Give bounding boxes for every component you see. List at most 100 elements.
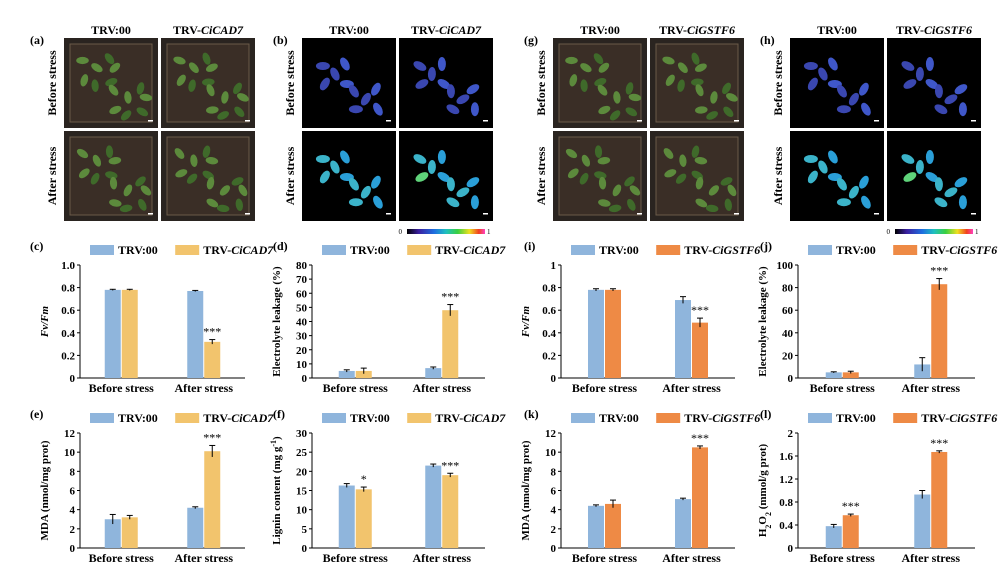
leaf-shape — [608, 204, 622, 213]
leaf-shape — [569, 74, 578, 87]
leaf-shape — [136, 107, 149, 117]
leaf-shape — [597, 157, 611, 165]
leaf-fluorescence — [330, 160, 340, 174]
y-tick-label: 25 — [296, 447, 308, 459]
leaf-shape — [105, 78, 118, 87]
significance-mark: * — [361, 472, 367, 486]
legend-swatch — [808, 245, 832, 255]
leaf-shape — [597, 84, 608, 96]
x-tick-label: Before stress — [810, 381, 876, 395]
leaf-shape — [665, 74, 675, 86]
leaf-shape — [612, 184, 622, 197]
leaf-fluorescence — [836, 177, 847, 191]
x-tick-label: After stress — [174, 551, 233, 565]
leaf-shape — [679, 154, 687, 167]
leaf-shape — [186, 173, 198, 184]
leaf-shape — [723, 106, 734, 118]
y-axis-label: Fv/Fm — [520, 305, 532, 338]
y-tick-label: 4 — [70, 505, 76, 517]
leaf-fluorescence — [818, 67, 828, 81]
y-tick-label: 0 — [70, 373, 76, 385]
legend-label: TRV-CiCAD7 — [203, 243, 274, 257]
leaf-shape — [705, 204, 719, 213]
scale-bar — [874, 120, 879, 122]
bar — [355, 489, 372, 548]
leaf-shape — [76, 148, 89, 159]
y-tick-label: 2 — [551, 524, 557, 536]
leaf-shape — [627, 198, 636, 211]
chart-e: (e) TRV:00 TRV-CiCAD7 0 2 4 6 8 10 12 MDA (nmol/mg… — [30, 407, 274, 565]
leaf-fluorescence — [818, 160, 828, 174]
panel-letter: (a) — [30, 33, 44, 47]
leaf-fluorescence — [901, 154, 915, 164]
panel-letter: (f) — [273, 407, 285, 421]
legend-label: TRV:00 — [599, 411, 639, 425]
y-tick-label: 50 — [296, 302, 308, 314]
chart-l: (l) TRV:00 TRV-CiGSTF6 0 0.4 0.8 1.2 1.6 2 H2O2 (… — [757, 407, 997, 565]
leaf-fluorescence — [859, 175, 869, 189]
leaf-shape — [706, 111, 718, 120]
scale-bar — [874, 213, 879, 215]
leaf-fluorescence — [848, 92, 859, 106]
leaf-shape — [691, 52, 700, 65]
leaf-shape — [119, 204, 133, 213]
leaf-fluorescence — [360, 92, 371, 106]
y-tick-label: 20 — [296, 466, 308, 478]
row-label: Before stress — [45, 50, 59, 116]
leaf-shape — [580, 79, 588, 92]
legend-label: TRV-CiGSTF6 — [684, 411, 760, 425]
plant-image — [64, 131, 158, 221]
scale-bar — [148, 213, 153, 215]
leaf-shape — [581, 154, 591, 167]
panel-letter: (g) — [524, 33, 538, 47]
leaf-fluorescence — [427, 67, 436, 81]
bar — [675, 499, 691, 548]
leaf-shape — [108, 157, 122, 165]
significance-mark: *** — [691, 431, 709, 445]
leaf-shape — [565, 56, 578, 65]
leaf-fluorescence — [803, 62, 818, 70]
x-tick-label: After stress — [662, 381, 721, 395]
column-header: TRV:00 — [817, 23, 857, 37]
bar — [338, 485, 355, 548]
y-tick-label: 15 — [296, 486, 308, 498]
x-tick-label: Before stress — [323, 381, 389, 395]
chart-c: (c) TRV:00 TRV-CiCAD7 0 0.2 0.4 0.6 0.8 1.0 Fv/Fm… — [30, 239, 274, 395]
legend-swatch — [656, 413, 681, 423]
leaf-fluorescence — [456, 187, 470, 198]
photo-panel-a: (a) TRV:00 TRV-CiCAD7 Before stress After st… — [30, 23, 255, 221]
scale-bar — [386, 213, 391, 215]
leaf-shape — [234, 106, 245, 118]
leaf-fluorescence — [371, 175, 381, 189]
bar — [104, 519, 121, 548]
leaf-shape — [598, 199, 611, 207]
row-label: After stress — [45, 146, 59, 205]
plant-image — [399, 131, 493, 221]
legend-label: TRV:00 — [599, 243, 639, 257]
plant-image — [399, 38, 493, 128]
leaf-shape — [80, 74, 89, 87]
y-tick-label: 0.6 — [61, 305, 75, 317]
y-tick-label: 0.2 — [61, 350, 75, 362]
leaf-fluorescence — [915, 67, 924, 81]
y-tick-label: 8 — [70, 466, 76, 478]
y-tick-label: 6 — [70, 486, 76, 498]
bar — [588, 505, 604, 548]
leaf-shape — [216, 204, 230, 213]
leaf-shape — [695, 176, 704, 190]
leaf-fluorescence — [348, 198, 363, 207]
leaf-fluorescence — [319, 77, 330, 91]
x-tick-label: Before stress — [810, 551, 876, 565]
leaf-shape — [629, 185, 641, 196]
bar — [914, 494, 931, 548]
legend-label: TRV:00 — [350, 411, 390, 425]
leaf-shape — [695, 106, 708, 114]
leaf-shape — [727, 184, 737, 197]
y-tick-label: 0.8 — [779, 497, 793, 509]
leaf-shape — [219, 185, 231, 196]
bar — [204, 451, 221, 548]
y-tick-label: 30 — [296, 428, 308, 440]
leaf-fluorescence — [848, 185, 859, 199]
leaf-shape — [206, 198, 219, 208]
leaf-fluorescence — [903, 172, 917, 182]
